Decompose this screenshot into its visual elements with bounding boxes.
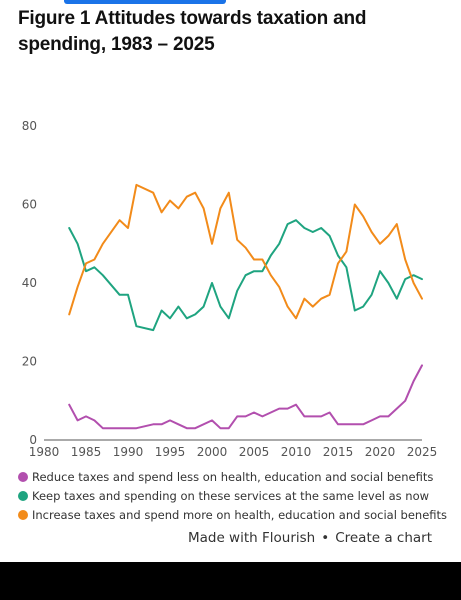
legend-swatch-keep	[18, 490, 28, 501]
x-tick-label-1980: 1980	[29, 445, 60, 459]
series-line-reduce[interactable]	[68, 364, 423, 430]
x-tick-label-2025: 2025	[407, 445, 438, 459]
footer-separator: •	[321, 530, 330, 546]
series-lines	[68, 183, 423, 430]
x-tick-label-2020: 2020	[365, 445, 396, 459]
create-a-chart-link[interactable]: Create a chart	[335, 530, 432, 546]
legend-item-increase[interactable]: Increase taxes and spend more on health,…	[18, 505, 448, 524]
line-chart: 0 20 40 60 80 1980 1985 1990 1995 2000 2005 2010 20…	[22, 119, 438, 459]
legend-item-keep[interactable]: Keep taxes and spending on these service…	[18, 486, 448, 505]
y-tick-label-40: 40	[22, 276, 37, 290]
x-tick-label-1985: 1985	[71, 445, 102, 459]
top-accent-bar	[64, 0, 226, 4]
footer-credit: Made with Flourish • Create a chart	[188, 530, 432, 546]
series-line-increase[interactable]	[68, 183, 423, 320]
legend-label-reduce: Reduce taxes and spend less on health, e…	[32, 469, 434, 484]
legend-item-reduce[interactable]: Reduce taxes and spend less on health, e…	[18, 467, 448, 486]
x-tick-label-2000: 2000	[197, 445, 228, 459]
x-tick-label-1995: 1995	[155, 445, 186, 459]
legend: Reduce taxes and spend less on health, e…	[18, 467, 448, 524]
x-tick-label-2010: 2010	[281, 445, 312, 459]
x-tick-label-2015: 2015	[323, 445, 354, 459]
y-tick-label-0: 0	[29, 433, 37, 447]
y-tick-label-60: 60	[22, 198, 37, 212]
y-axis-ticks: 0 20 40 60 80	[22, 119, 37, 447]
chart-title: Figure 1 Attitudes towards taxation and …	[18, 8, 367, 55]
legend-label-keep: Keep taxes and spending on these service…	[32, 488, 430, 503]
legend-swatch-increase	[18, 509, 28, 520]
bottom-black-bar	[0, 562, 461, 600]
x-axis-ticks: 1980 1985 1990 1995 2000 2005 2010 2015 2020 2025	[29, 445, 438, 459]
legend-label-increase: Increase taxes and spend more on health,…	[32, 507, 448, 522]
made-with-flourish-link[interactable]: Made with Flourish	[187, 530, 316, 546]
x-tick-label-2005: 2005	[239, 445, 270, 459]
legend-swatch-reduce	[18, 471, 28, 482]
x-tick-label-1990: 1990	[113, 445, 144, 459]
y-tick-label-20: 20	[22, 355, 37, 369]
series-line-keep[interactable]	[68, 219, 423, 332]
y-tick-label-80: 80	[22, 119, 37, 133]
